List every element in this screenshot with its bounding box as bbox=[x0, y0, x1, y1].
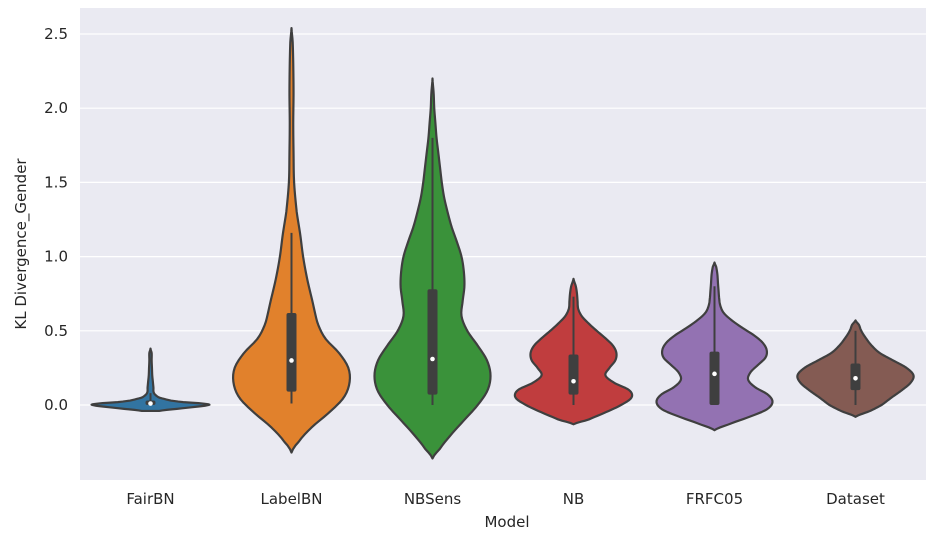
violin-fairbn bbox=[90, 347, 211, 413]
violin-iqr-box bbox=[568, 354, 579, 395]
violin-frfc05 bbox=[655, 261, 774, 432]
violin-median bbox=[571, 378, 576, 384]
x-tick-label: NB bbox=[563, 490, 585, 508]
y-tick-label: 2.0 bbox=[44, 99, 68, 117]
violin-median bbox=[853, 375, 858, 381]
violin-nbsens bbox=[373, 77, 492, 460]
x-tick-label: Dataset bbox=[826, 490, 885, 508]
violins bbox=[90, 26, 915, 460]
violin-nb bbox=[513, 277, 634, 426]
x-tick-label: NBSens bbox=[404, 490, 462, 508]
violin-median bbox=[148, 401, 153, 406]
y-tick-label: 1.0 bbox=[44, 248, 68, 266]
gridlines bbox=[80, 33, 926, 406]
y-tick-label: 0.5 bbox=[44, 322, 68, 340]
y-tick-label: 0.0 bbox=[44, 396, 68, 414]
y-axis-label: KL Divergence_Gender bbox=[12, 158, 31, 330]
violin-labelbn bbox=[231, 26, 352, 454]
y-tick-label: 1.5 bbox=[44, 173, 68, 191]
plot-background bbox=[80, 8, 926, 480]
x-tick-labels: FairBN LabelBN NBSens NB FRFC05 Dataset bbox=[126, 490, 885, 508]
x-axis-label: Model bbox=[484, 513, 529, 531]
y-tick-labels: 0.0 0.5 1.0 1.5 2.0 2.5 bbox=[44, 25, 68, 414]
violin-dataset bbox=[796, 319, 915, 418]
violin-iqr-box bbox=[286, 312, 297, 392]
violin-iqr-box bbox=[427, 289, 438, 395]
x-tick-label: LabelBN bbox=[261, 490, 323, 508]
x-tick-label: FairBN bbox=[126, 490, 174, 508]
violin-median bbox=[430, 356, 435, 362]
violin-iqr-box bbox=[709, 351, 720, 405]
y-tick-label: 2.5 bbox=[44, 25, 68, 43]
x-tick-label: FRFC05 bbox=[686, 490, 743, 508]
violin-median bbox=[712, 371, 717, 377]
violin-median bbox=[289, 358, 294, 363]
violin-body bbox=[90, 347, 211, 413]
